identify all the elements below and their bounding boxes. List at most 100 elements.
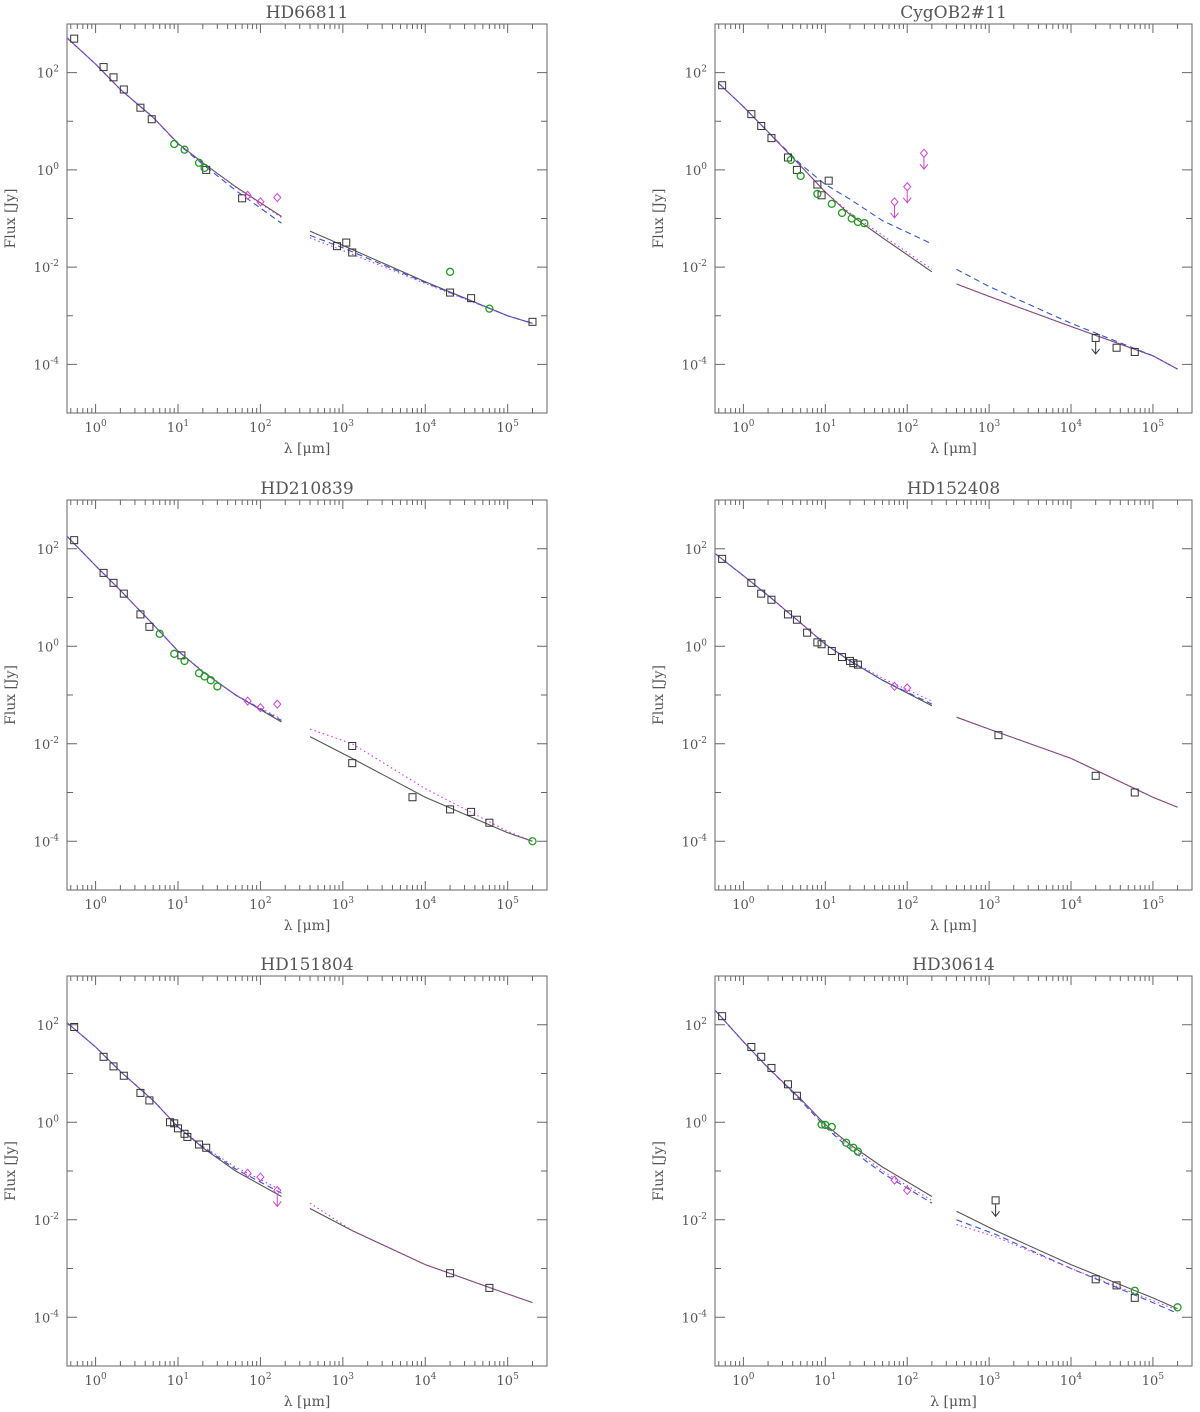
data-point-square (792, 165, 801, 174)
chart-title: HD151804 (260, 955, 353, 975)
model-curve-dotted (956, 1223, 1178, 1311)
x-tick-label: 100 (732, 1372, 755, 1389)
data-point-circle (827, 1122, 836, 1132)
data-point-circle (860, 219, 869, 228)
y-tick-label: 102 (37, 541, 59, 558)
x-tick-label: 100 (84, 896, 107, 913)
chart-title: CygOB2#11 (900, 3, 1007, 23)
model-curve-solid (309, 230, 533, 324)
data-point-square (446, 1269, 455, 1278)
x-tick-label: 105 (497, 896, 520, 913)
data-point-square (446, 805, 455, 814)
upper-limit-arrowhead (919, 163, 929, 171)
model-curve-dashed (66, 1022, 282, 1194)
model-curve-dotted (309, 728, 533, 842)
x-axis-label: λ [μm] (930, 1394, 977, 1410)
chart-panel: HD210839 λ [μm] Flux [Jy] 100 101 102 103 104 10… (3, 479, 548, 934)
data-point-square (767, 595, 776, 604)
data-point-square (348, 248, 357, 257)
y-tick-label: 102 (37, 1017, 59, 1034)
data-point-square (109, 73, 118, 82)
data-point-square (348, 741, 357, 750)
y-tick-label: 100 (37, 162, 60, 179)
y-tick-label: 10-2 (682, 736, 707, 753)
upper-limit-arrowhead (902, 197, 912, 204)
upper-limit-arrowhead (272, 1201, 282, 1208)
model-curve-solid (956, 283, 1178, 370)
x-tick-label: 105 (497, 419, 520, 436)
data-point-square (147, 115, 156, 124)
model-curve-solid (66, 37, 282, 217)
chart-title: HD152408 (907, 479, 1000, 499)
data-point-square (803, 628, 812, 637)
data-point-circle (1173, 1303, 1182, 1312)
y-tick-label: 100 (685, 162, 708, 179)
model-curve-dotted (66, 1022, 282, 1191)
data-point-square (1130, 788, 1139, 797)
x-tick-label: 102 (896, 1372, 918, 1389)
data-point-diamond (256, 1172, 265, 1182)
upper-limit-arrowhead (890, 212, 899, 219)
y-tick-label: 10-4 (682, 1309, 708, 1326)
data-point-square (174, 1124, 183, 1133)
x-tick-label: 103 (978, 419, 1001, 436)
data-point-square (109, 578, 118, 587)
data-point-diamond (903, 181, 912, 192)
data-point-diamond (273, 699, 282, 709)
data-point-square (467, 294, 476, 303)
x-tick-label: 103 (332, 896, 355, 913)
data-point-circle (200, 672, 209, 681)
data-point-square (747, 578, 756, 587)
y-tick-label: 10-2 (682, 259, 707, 276)
x-tick-label: 102 (249, 1372, 271, 1389)
data-point-circle (842, 1138, 851, 1147)
chart-panel: HD66811 λ [μm] Flux [Jy] 100 101 102 103 104 105… (3, 3, 548, 457)
data-point-square (166, 1118, 175, 1127)
model-curve-dashed (714, 1009, 933, 1204)
y-axis-label: Flux [Jy] (651, 1141, 667, 1201)
model-curve-dotted (66, 37, 282, 218)
plot-frame (714, 975, 1193, 1367)
y-tick-label: 10-4 (682, 833, 708, 850)
data-point-circle (786, 155, 796, 165)
data-point-square (119, 85, 128, 94)
data-point-square (1130, 347, 1139, 356)
data-point-square (99, 568, 108, 577)
x-tick-label: 102 (249, 896, 271, 913)
data-point-circle (213, 682, 222, 691)
model-curve-solid (66, 535, 282, 723)
data-point-square (342, 238, 351, 247)
y-tick-label: 100 (37, 638, 60, 655)
data-point-square (792, 615, 801, 624)
data-point-square (99, 1052, 108, 1061)
plot-frame (714, 23, 1193, 414)
data-point-square (838, 653, 847, 662)
data-point-square (1112, 1281, 1121, 1290)
x-tick-label: 105 (1142, 896, 1165, 913)
data-point-square (408, 793, 417, 802)
data-point-square (1091, 1275, 1100, 1284)
y-axis-label: Flux [Jy] (3, 665, 19, 725)
data-point-square (136, 610, 145, 619)
chart-panel: HD30614 λ [μm] Flux [Jy] 100 101 102 103 104 105… (651, 955, 1193, 1410)
x-tick-label: 104 (1060, 419, 1083, 436)
x-tick-label: 101 (167, 1372, 189, 1389)
model-curve-solid (309, 1208, 533, 1304)
y-tick-label: 102 (685, 1017, 707, 1034)
x-axis-label: λ [μm] (930, 918, 977, 934)
data-point-diamond (919, 148, 929, 158)
data-point-circle (853, 1147, 863, 1156)
data-point-square (467, 807, 476, 816)
y-tick-label: 10-4 (682, 356, 708, 373)
x-tick-label: 102 (896, 419, 918, 436)
model-curve-dotted (714, 1009, 933, 1201)
model-curve-solid (714, 1009, 933, 1197)
data-point-square (528, 317, 537, 326)
data-point-square (485, 818, 494, 827)
model-curve-dotted (309, 237, 533, 324)
data-point-diamond (243, 190, 252, 201)
x-tick-label: 101 (814, 896, 836, 913)
data-point-diamond (903, 683, 912, 693)
chart-title: HD66811 (266, 3, 349, 23)
upper-limit-arrowhead (991, 1211, 1000, 1218)
